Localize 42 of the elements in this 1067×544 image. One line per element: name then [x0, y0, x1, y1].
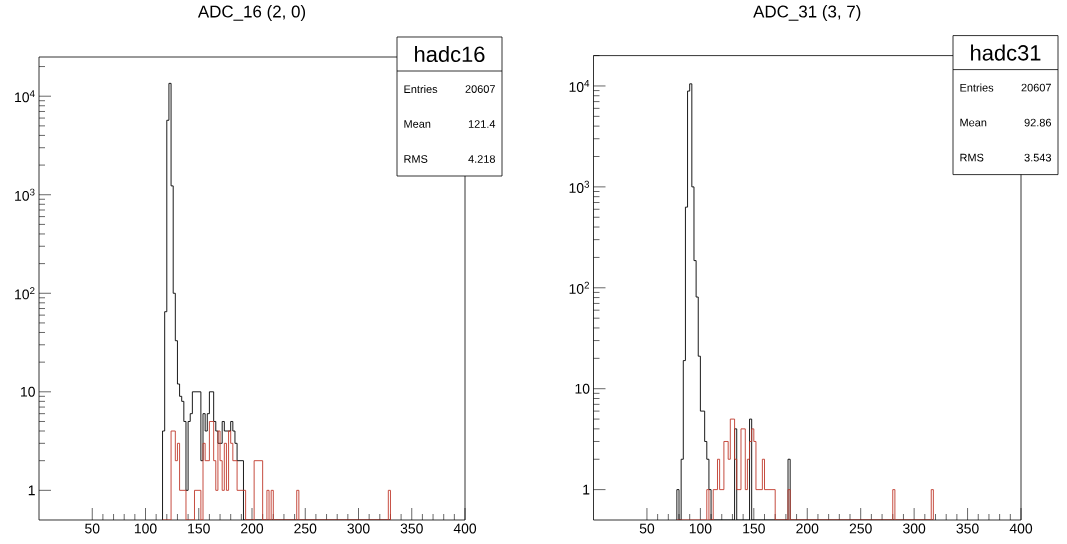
text: 20607	[1021, 83, 1051, 92]
annotation: RMS	[960, 153, 984, 162]
x-tick-label: 100	[134, 523, 157, 534]
text: 20607	[465, 85, 495, 93]
annotation: Mean	[404, 120, 431, 128]
x-tick-label: 350	[400, 523, 423, 534]
y-tick-label: 10$^{4}$	[15, 90, 35, 103]
x-tick-label: 300	[347, 523, 370, 534]
text: 4.218	[468, 155, 495, 163]
y-tick-label: 10$^{3}$	[15, 188, 35, 201]
y-tick-label: 10$^{2}$	[569, 281, 589, 294]
x-tick-label: 50	[85, 523, 100, 534]
annotation: hadc16	[415, 45, 485, 63]
x-tick-label: 400	[453, 523, 477, 534]
annotation: RMS	[404, 155, 428, 163]
y-tick-label: 1	[583, 484, 590, 495]
text: 121.4	[468, 120, 496, 128]
y-tick-label: 10$^{4}$	[569, 79, 590, 92]
y-tick-label: 10$^{2}$	[15, 287, 35, 300]
text: 92.86	[1024, 118, 1051, 127]
x-tick-label: 250	[294, 523, 317, 534]
chart-title: ADC_16 (2, 0)	[197, 5, 306, 21]
y-tick-label: 10	[21, 386, 35, 397]
x-tick-label: 100	[689, 523, 712, 534]
chart-title: ADC_31 (3, 7)	[753, 5, 861, 21]
y-tick-label: 10$^{3}$	[569, 180, 590, 193]
x-tick-label: 350	[956, 523, 979, 534]
annotation: Entries	[404, 84, 438, 94]
x-tick-label: 150	[743, 523, 765, 534]
annotation: Entries	[960, 83, 994, 92]
x-tick-label: 200	[241, 523, 264, 534]
x-tick-label: 300	[903, 523, 926, 534]
y-tick-label: 10	[575, 383, 590, 394]
x-tick-label: 200	[796, 523, 819, 534]
x-tick-label: 250	[849, 523, 872, 534]
annotation: hadc31	[971, 44, 1041, 61]
x-tick-label: 150	[188, 523, 210, 534]
annotation: Mean	[960, 118, 987, 127]
text: 3.543	[1024, 153, 1051, 162]
x-tick-label: 400	[1009, 523, 1033, 534]
y-tick-label: 1	[28, 485, 35, 496]
x-tick-label: 50	[639, 523, 655, 534]
